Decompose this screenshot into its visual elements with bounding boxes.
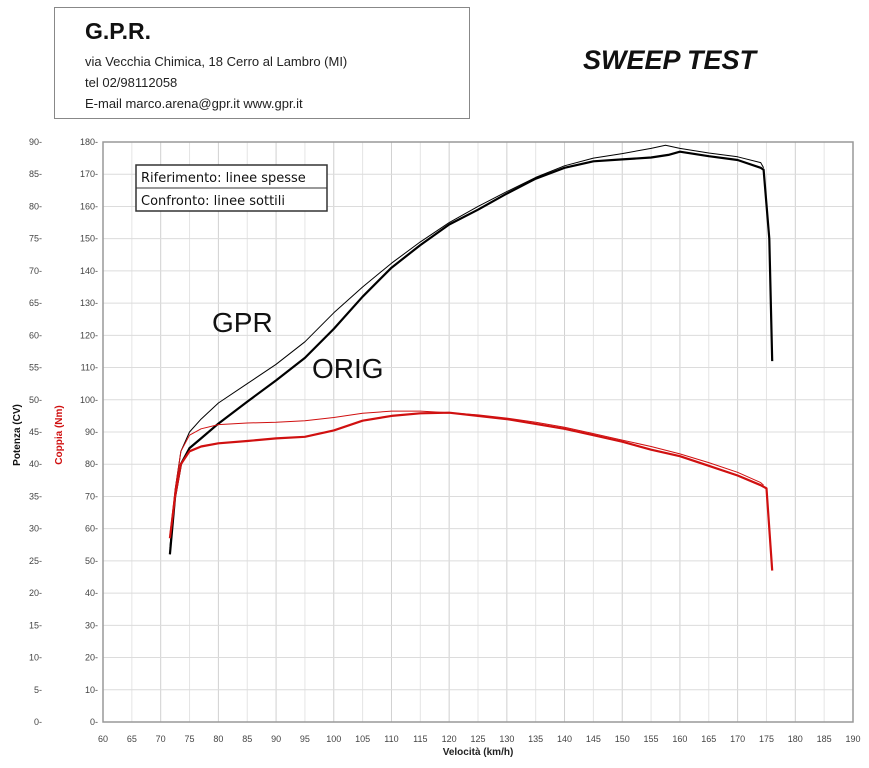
y-tick-label-left: 90- [29,137,42,147]
y-tick-label-left: 75- [29,234,42,244]
y-tick-label-left: 85- [29,169,42,179]
x-tick-label: 75 [185,734,195,744]
y-tick-label-right: 170- [80,169,98,179]
x-tick-label: 65 [127,734,137,744]
legend: Riferimento: linee spesse Confronto: lin… [135,164,328,212]
x-tick-label: 170 [730,734,745,744]
x-tick-label: 105 [355,734,370,744]
x-tick-label: 155 [644,734,659,744]
company-contact: E-mail marco.arena@gpr.it www.gpr.it [85,96,303,111]
y-tick-label-left: 45- [29,427,42,437]
y-tick-label-left: 5- [34,685,42,695]
x-tick-label: 80 [213,734,223,744]
x-tick-label: 85 [242,734,252,744]
x-tick-label: 110 [384,734,398,744]
y-tick-label-left: 50- [29,395,42,405]
y-tick-label-right: 140- [80,266,98,276]
y-tick-label-left: 30- [29,524,42,534]
y-tick-label-left: 15- [29,620,42,630]
series-orig-power [168,150,774,555]
y-tick-label-right: 110- [81,363,98,373]
grid [102,141,854,723]
plot-frame [102,141,854,723]
annotation-orig: ORIG [312,353,384,384]
y-tick-label-left: 80- [29,201,42,211]
y-tick-label-right: 0- [90,717,98,727]
y-tick-label-right: 90- [85,427,98,437]
y-axis-label-right: Coppia (Nm) [54,405,65,464]
company-address: via Vecchia Chimica, 18 Cerro al Lambro … [85,54,348,69]
y-tick-label-left: 20- [29,588,42,598]
x-tick-label: 125 [470,734,485,744]
series-gpr-power [169,144,765,549]
series-lines [168,144,774,571]
x-tick-label: 120 [442,734,457,744]
y-tick-label-right: 120- [80,330,98,340]
y-tick-label-right: 60- [85,524,98,534]
x-tick-label: 60 [98,734,108,744]
y-tick-label-left: 70- [29,266,42,276]
annotation-gpr: GPR [212,307,273,338]
series-orig-torque [168,411,774,571]
x-tick-label: 190 [845,734,860,744]
x-tick-label: 90 [271,734,281,744]
x-axis-label: Velocità (km/h) [443,747,514,758]
x-tick-label: 185 [817,734,832,744]
legend-item-reference: Riferimento: linee spesse [141,171,306,186]
y-tick-label-left: 25- [29,556,42,566]
y-tick-label-right: 50- [85,556,98,566]
x-tick-label: 140 [557,734,572,744]
company-name: G.P.R. [85,18,152,44]
y-tick-label-left: 65- [29,298,42,308]
y-tick-label-left: 10- [29,653,42,663]
chart-title: SWEEP TEST [583,45,757,75]
axis-ticks: 60 65 70 75 80 85 90 95 100 105 110 115 120 125 130 135… [29,137,861,744]
y-tick-label-left: 35- [29,491,42,501]
y-tick-label-right: 10- [85,685,98,695]
y-tick-label-left: 60- [29,330,42,340]
x-tick-label: 165 [701,734,716,744]
x-tick-label: 175 [759,734,774,744]
y-tick-label-right: 180- [80,137,98,147]
y-tick-label-right: 150- [80,234,98,244]
y-tick-label-right: 20- [85,653,98,663]
legend-item-comparison: Confronto: linee sottili [141,194,285,209]
y-tick-label-right: 160- [80,201,98,211]
x-tick-label: 130 [499,734,514,744]
y-tick-label-right: 40- [85,588,98,598]
y-tick-label-left: 55- [29,363,42,373]
x-tick-label: 135 [528,734,543,744]
x-tick-label: 100 [326,734,341,744]
y-tick-label-right: 130- [80,298,98,308]
y-tick-label-left: 40- [29,459,42,469]
x-tick-label: 160 [672,734,687,744]
x-tick-label: 180 [788,734,803,744]
x-tick-label: 95 [300,734,310,744]
x-tick-label: 145 [586,734,601,744]
y-tick-label-right: 70- [85,491,98,501]
y-tick-label-right: 30- [85,620,98,630]
x-tick-label: 150 [615,734,630,744]
y-tick-label-right: 100- [80,395,98,405]
company-phone: tel 02/98112058 [85,75,178,90]
company-info-box: G.P.R. via Vecchia Chimica, 18 Cerro al … [54,7,470,119]
y-tick-label-right: 80- [85,459,98,469]
y-tick-label-left: 0- [34,717,42,727]
series-gpr-torque [169,410,764,536]
x-tick-label: 115 [413,734,427,744]
y-axis-label-left: Potenza (CV) [12,404,23,466]
x-tick-label: 70 [156,734,166,744]
